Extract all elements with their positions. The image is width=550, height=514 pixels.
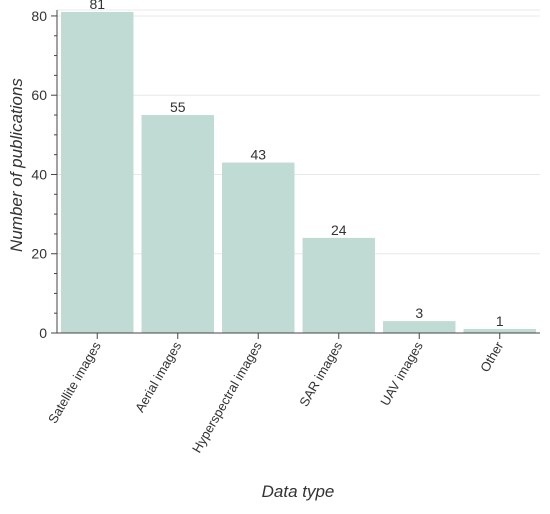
y-tick-label-0: 0 (39, 325, 47, 341)
y-ticks: 0 20 40 60 80 (31, 8, 57, 341)
axes (56, 10, 540, 334)
bar-0 (61, 11, 134, 333)
x-ticks: Satellite images Aerial images Hyperspectr… (45, 333, 507, 455)
bar-data-labels: 81 55 43 24 3 1 (89, 0, 503, 329)
bar-data-label-0: 81 (89, 0, 105, 12)
x-axis-title: Data type (262, 482, 335, 501)
y-axis-title: Number of publications (7, 78, 26, 252)
bar-data-label-5: 1 (496, 313, 504, 329)
y-tick-label-4: 80 (31, 8, 47, 24)
bar-data-label-1: 55 (170, 99, 186, 115)
bar-data-label-4: 3 (415, 305, 423, 321)
x-tick-label-2: Hyperspectral images (189, 339, 265, 456)
bar-data-label-3: 24 (331, 222, 347, 238)
y-tick-label-3: 60 (31, 87, 47, 103)
bar-5 (463, 329, 536, 333)
bar-1 (141, 115, 214, 333)
bar-data-label-2: 43 (250, 147, 266, 163)
x-tick-label-3: SAR images (296, 339, 345, 410)
y-tick-label-1: 20 (31, 246, 47, 262)
x-tick-label-4: UAV images (377, 339, 426, 409)
bar-4 (383, 321, 456, 333)
x-tick-label-0: Satellite images (45, 339, 104, 426)
y-tick-label-2: 40 (31, 166, 47, 182)
bar-2 (222, 162, 295, 333)
x-tick-label-1: Aerial images (132, 339, 185, 415)
x-tick-label-5: Other (477, 338, 507, 374)
bars (61, 11, 536, 333)
bar-3 (302, 237, 375, 333)
